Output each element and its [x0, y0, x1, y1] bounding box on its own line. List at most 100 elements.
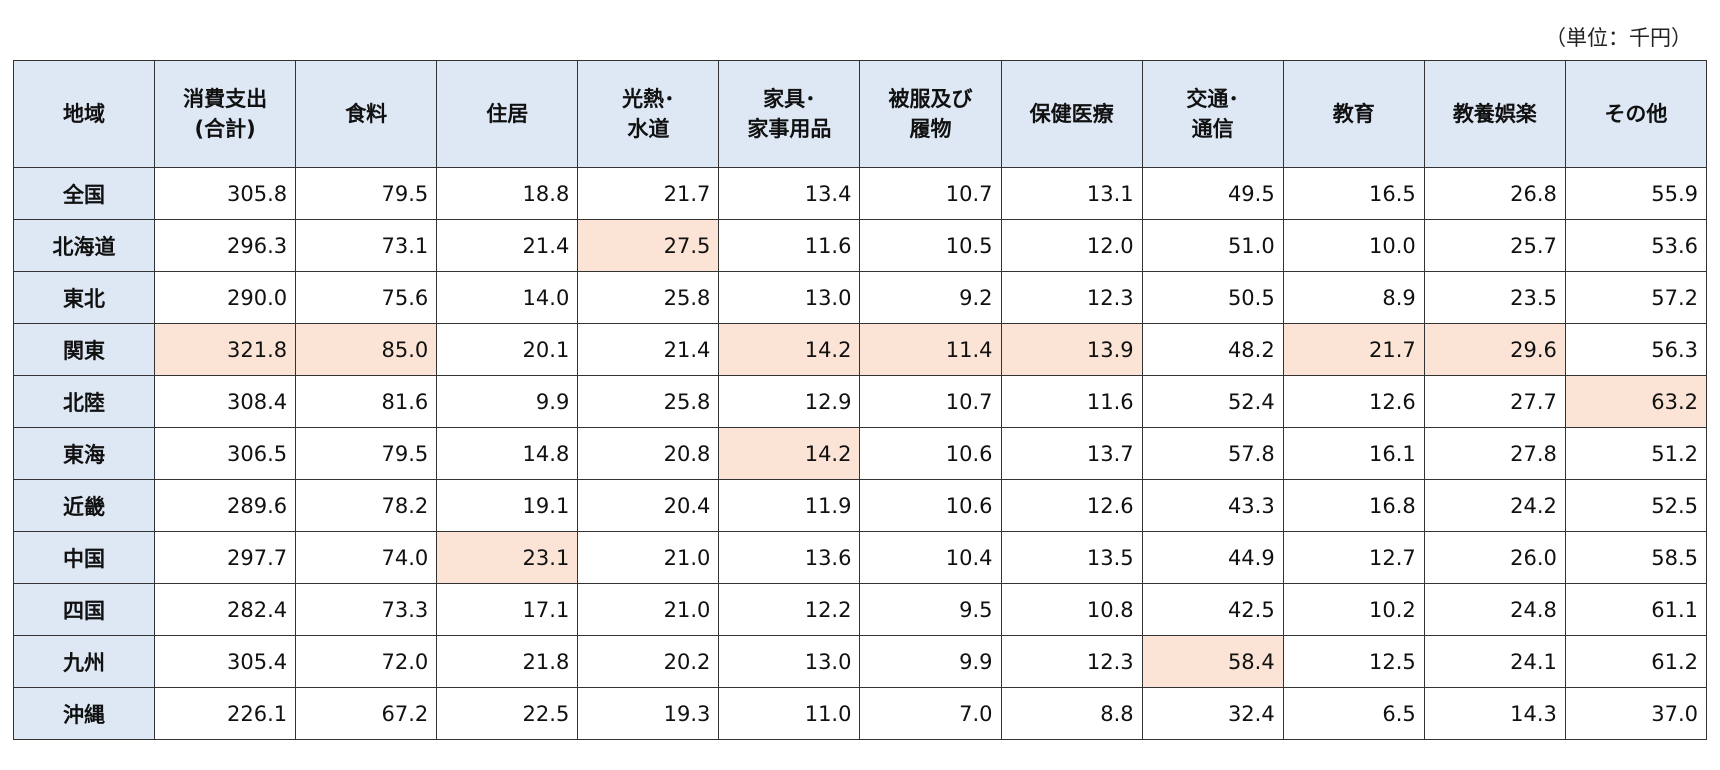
- value-cell: 9.9: [859, 635, 1002, 688]
- value-cell: 57.2: [1564, 271, 1708, 324]
- value-cell: 10.5: [859, 219, 1002, 272]
- value-cell: 289.6: [154, 479, 297, 532]
- value-cell: 308.4: [154, 375, 297, 428]
- header-cell: 教養娯楽: [1423, 60, 1566, 168]
- value-cell: 16.1: [1282, 427, 1425, 480]
- value-cell: 16.5: [1282, 167, 1425, 220]
- value-cell: 19.1: [436, 479, 579, 532]
- table-row: 中国 297.7 74.0 23.1 21.0 13.6 10.4 13.5 44.9 12.7 2…: [12, 531, 1708, 584]
- value-cell: 13.0: [718, 635, 861, 688]
- table-row: 東海 306.5 79.5 14.8 20.8 14.2 10.6 13.7 57.8 16.1 2…: [12, 427, 1708, 480]
- region-cell: 関東: [12, 323, 156, 376]
- header-cell: 消費支出 (合計): [154, 60, 297, 168]
- value-cell: 17.1: [436, 583, 579, 636]
- value-cell: 9.5: [859, 583, 1002, 636]
- header-cell: 被服及び 履物: [859, 60, 1002, 168]
- value-cell: 21.4: [577, 323, 720, 376]
- value-cell: 61.2: [1564, 635, 1708, 688]
- value-cell: 44.9: [1141, 531, 1284, 584]
- value-cell: 63.2: [1564, 375, 1708, 428]
- value-cell: 10.2: [1282, 583, 1425, 636]
- value-cell: 25.7: [1423, 219, 1566, 272]
- table-row: 四国 282.4 73.3 17.1 21.0 12.2 9.5 10.8 42.5 10.2 24…: [12, 583, 1708, 636]
- unit-note: （単位：千円）: [1545, 26, 1692, 50]
- value-cell: 24.1: [1423, 635, 1566, 688]
- value-cell: 58.4: [1141, 635, 1284, 688]
- table-row: 関東 321.8 85.0 20.1 21.4 14.2 11.4 13.9 48.2 21.7 2…: [12, 323, 1708, 376]
- value-cell: 10.7: [859, 167, 1002, 220]
- value-cell: 21.7: [577, 167, 720, 220]
- region-cell: 沖縄: [12, 687, 156, 740]
- value-cell: 21.4: [436, 219, 579, 272]
- value-cell: 11.4: [859, 323, 1002, 376]
- value-cell: 25.8: [577, 375, 720, 428]
- value-cell: 16.8: [1282, 479, 1425, 532]
- region-cell: 東北: [12, 271, 156, 324]
- value-cell: 11.9: [718, 479, 861, 532]
- value-cell: 12.6: [1282, 375, 1425, 428]
- table-body: 全国 305.8 79.5 18.8 21.7 13.4 10.7 13.1 49.5 16.5 2…: [12, 167, 1708, 740]
- value-cell: 9.2: [859, 271, 1002, 324]
- value-cell: 21.8: [436, 635, 579, 688]
- data-table: 地域 消費支出 (合計) 食料 住居 光熱･ 水道 家具･ 家事用品 被服及び 履物 保健医療…: [12, 60, 1708, 740]
- table-row: 北陸 308.4 81.6 9.9 25.8 12.9 10.7 11.6 52.4 12.6 27…: [12, 375, 1708, 428]
- value-cell: 27.5: [577, 219, 720, 272]
- value-cell: 79.5: [295, 167, 438, 220]
- value-cell: 14.8: [436, 427, 579, 480]
- value-cell: 14.0: [436, 271, 579, 324]
- value-cell: 297.7: [154, 531, 297, 584]
- value-cell: 12.3: [1000, 635, 1143, 688]
- value-cell: 23.5: [1423, 271, 1566, 324]
- value-cell: 305.4: [154, 635, 297, 688]
- value-cell: 10.7: [859, 375, 1002, 428]
- value-cell: 79.5: [295, 427, 438, 480]
- value-cell: 51.2: [1564, 427, 1708, 480]
- value-cell: 52.4: [1141, 375, 1284, 428]
- value-cell: 22.5: [436, 687, 579, 740]
- header-cell: 食料: [295, 60, 438, 168]
- region-cell: 中国: [12, 531, 156, 584]
- header-cell: 交通･ 通信: [1141, 60, 1284, 168]
- value-cell: 21.0: [577, 583, 720, 636]
- header-cell: 保健医療: [1000, 60, 1143, 168]
- value-cell: 42.5: [1141, 583, 1284, 636]
- table-row: 北海道 296.3 73.1 21.4 27.5 11.6 10.5 12.0 51.0 10.0…: [12, 219, 1708, 272]
- table-row: 近畿 289.6 78.2 19.1 20.4 11.9 10.6 12.6 43.3 16.8 2…: [12, 479, 1708, 532]
- value-cell: 11.0: [718, 687, 861, 740]
- value-cell: 9.9: [436, 375, 579, 428]
- value-cell: 12.7: [1282, 531, 1425, 584]
- value-cell: 10.4: [859, 531, 1002, 584]
- value-cell: 78.2: [295, 479, 438, 532]
- value-cell: 12.9: [718, 375, 861, 428]
- value-cell: 37.0: [1564, 687, 1708, 740]
- value-cell: 61.1: [1564, 583, 1708, 636]
- header-cell: その他: [1564, 60, 1708, 168]
- region-cell: 東海: [12, 427, 156, 480]
- value-cell: 25.8: [577, 271, 720, 324]
- value-cell: 12.5: [1282, 635, 1425, 688]
- value-cell: 75.6: [295, 271, 438, 324]
- table-row: 沖縄 226.1 67.2 22.5 19.3 11.0 7.0 8.8 32.4 6.5 14.3…: [12, 687, 1708, 740]
- header-cell: 地域: [12, 60, 156, 168]
- value-cell: 72.0: [295, 635, 438, 688]
- value-cell: 27.7: [1423, 375, 1566, 428]
- value-cell: 10.8: [1000, 583, 1143, 636]
- value-cell: 20.2: [577, 635, 720, 688]
- value-cell: 12.3: [1000, 271, 1143, 324]
- table-row: 東北 290.0 75.6 14.0 25.8 13.0 9.2 12.3 50.5 8.9 23.…: [12, 271, 1708, 324]
- value-cell: 14.3: [1423, 687, 1566, 740]
- region-cell: 四国: [12, 583, 156, 636]
- value-cell: 12.2: [718, 583, 861, 636]
- header-cell: 家具･ 家事用品: [718, 60, 861, 168]
- value-cell: 10.6: [859, 427, 1002, 480]
- region-cell: 近畿: [12, 479, 156, 532]
- value-cell: 20.1: [436, 323, 579, 376]
- value-cell: 7.0: [859, 687, 1002, 740]
- value-cell: 11.6: [718, 219, 861, 272]
- header-cell: 教育: [1282, 60, 1425, 168]
- value-cell: 73.3: [295, 583, 438, 636]
- value-cell: 26.0: [1423, 531, 1566, 584]
- value-cell: 24.2: [1423, 479, 1566, 532]
- value-cell: 13.1: [1000, 167, 1143, 220]
